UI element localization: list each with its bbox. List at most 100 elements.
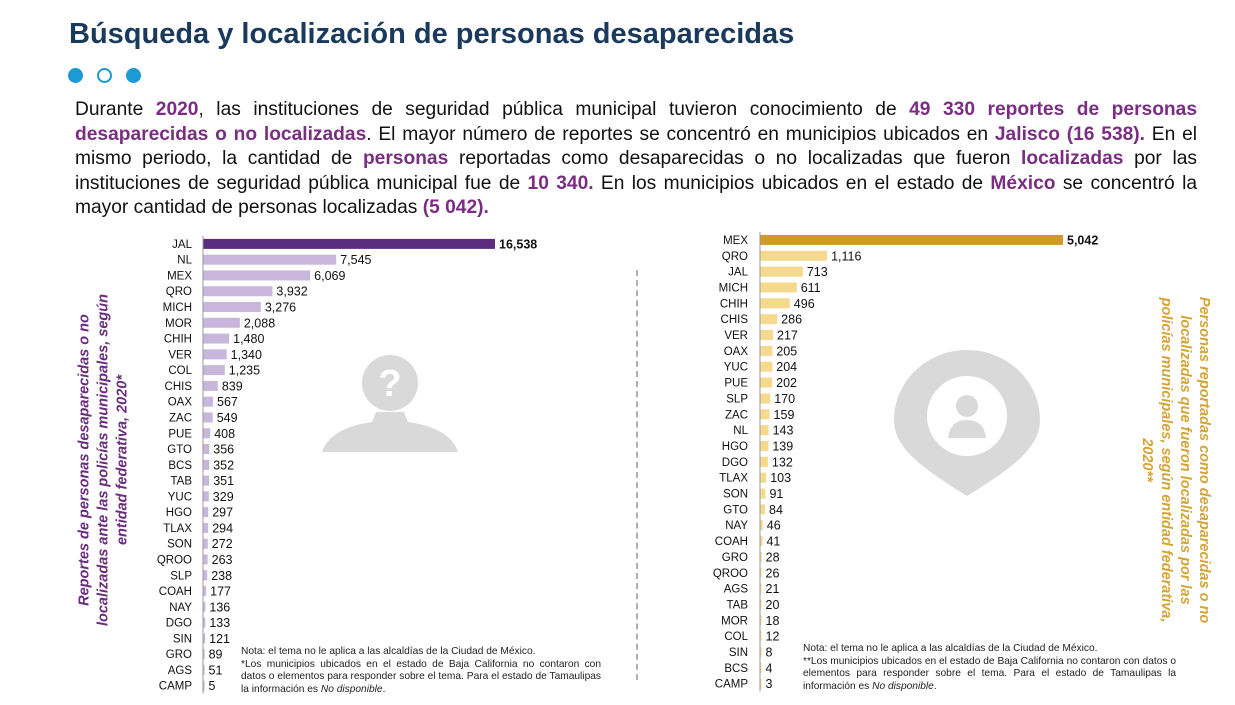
bar — [760, 425, 769, 436]
category-label: AGS — [168, 665, 193, 677]
value-label: 202 — [776, 376, 797, 390]
bar — [760, 234, 1063, 245]
pagination-dot-filled[interactable] — [126, 68, 141, 83]
bar — [760, 488, 766, 499]
value-label: 567 — [217, 395, 238, 409]
bar — [760, 678, 762, 689]
value-label: 139 — [772, 439, 793, 453]
value-label: 20 — [766, 598, 780, 612]
category-label: GRO — [722, 552, 748, 564]
value-label: 4 — [766, 661, 773, 675]
value-label: 204 — [776, 360, 797, 374]
value-label: 5,042 — [1067, 233, 1098, 247]
bar — [760, 282, 797, 293]
bar — [760, 615, 762, 626]
value-label: 5 — [209, 679, 216, 693]
bar — [760, 662, 762, 673]
category-label: NL — [733, 425, 748, 437]
bar — [760, 361, 773, 372]
bar — [203, 633, 206, 644]
bar — [203, 522, 209, 533]
value-label: 263 — [212, 553, 233, 567]
bar — [760, 377, 773, 388]
value-label: 352 — [213, 458, 234, 472]
value-label: 611 — [801, 281, 821, 295]
category-label: CAMP — [715, 679, 749, 691]
value-label: 16,538 — [499, 237, 537, 251]
value-label: 1,340 — [231, 348, 262, 362]
value-label: 1,235 — [229, 364, 260, 378]
category-label: SIN — [173, 633, 192, 645]
bar — [760, 504, 766, 515]
pagination-dot-filled[interactable] — [68, 68, 83, 83]
intro-text: , las instituciones de seguridad pública… — [198, 99, 910, 120]
value-label: 286 — [781, 313, 802, 327]
value-label: 89 — [209, 648, 223, 662]
bar — [760, 520, 763, 531]
note-end: . — [382, 683, 386, 695]
category-label: COL — [168, 365, 192, 377]
bar — [760, 266, 803, 277]
value-label: 84 — [769, 503, 783, 517]
value-label: 91 — [769, 487, 783, 501]
category-label: ZAC — [725, 409, 748, 421]
value-label: 2,088 — [244, 316, 275, 330]
value-label: 356 — [213, 443, 234, 457]
category-label: DGO — [166, 618, 192, 630]
value-label: 28 — [766, 550, 780, 564]
intro-highlight: 2020 — [155, 99, 199, 120]
category-label: MOR — [165, 318, 192, 330]
bar — [760, 440, 769, 451]
value-label: 159 — [774, 408, 795, 422]
location-pin-person-icon — [894, 350, 1040, 496]
intro-text: En el mismo periodo, la cantidad de — [75, 123, 1197, 170]
category-label: GTO — [723, 504, 748, 516]
category-label: NAY — [169, 602, 192, 614]
bar — [203, 554, 208, 565]
bar — [760, 599, 762, 610]
bar — [203, 586, 207, 597]
left-chart-axis-label: Reportes de personas desaparecidas o no … — [76, 294, 131, 627]
category-label: SON — [723, 489, 748, 501]
note-line: *Los municipios ubicados en el estado de… — [241, 659, 601, 697]
bar — [760, 298, 790, 309]
category-label: OAX — [168, 397, 193, 409]
value-label: 1,480 — [233, 332, 264, 346]
category-label: BCS — [168, 460, 192, 472]
category-label: VER — [168, 349, 192, 361]
bar — [203, 664, 205, 675]
value-label: 132 — [772, 455, 793, 469]
value-label: 6,069 — [314, 269, 345, 283]
value-label: 8 — [766, 646, 773, 660]
category-label: DGO — [722, 457, 748, 469]
value-label: 549 — [217, 411, 238, 425]
bar — [760, 345, 773, 356]
value-label: 1,116 — [831, 249, 861, 263]
bar — [760, 536, 763, 547]
value-label: 21 — [766, 582, 780, 596]
bar — [203, 680, 205, 691]
bar — [203, 507, 209, 518]
value-label: 177 — [210, 585, 231, 599]
bar — [203, 317, 240, 328]
note-italic: No disponible — [872, 680, 934, 692]
category-label: AGS — [724, 584, 749, 596]
bar — [203, 491, 209, 502]
intro-highlight: localizadas — [1021, 148, 1124, 169]
category-label: NL — [177, 255, 192, 267]
category-label: TAB — [170, 476, 192, 488]
category-label: MEX — [167, 270, 192, 282]
value-label: 217 — [777, 329, 798, 343]
value-label: 3,276 — [265, 301, 296, 315]
category-label: BCS — [724, 663, 748, 675]
value-label: 238 — [211, 569, 232, 583]
pagination-dot-outline[interactable] — [97, 68, 112, 83]
category-label: SLP — [726, 393, 748, 405]
category-label: QRO — [722, 251, 748, 263]
category-label: MICH — [719, 282, 748, 294]
bar — [760, 393, 771, 404]
intro-text: por las instituciones de seguridad públi… — [75, 148, 1197, 194]
bar — [203, 444, 210, 455]
value-label: 205 — [776, 344, 797, 358]
value-label: 41 — [766, 535, 780, 549]
